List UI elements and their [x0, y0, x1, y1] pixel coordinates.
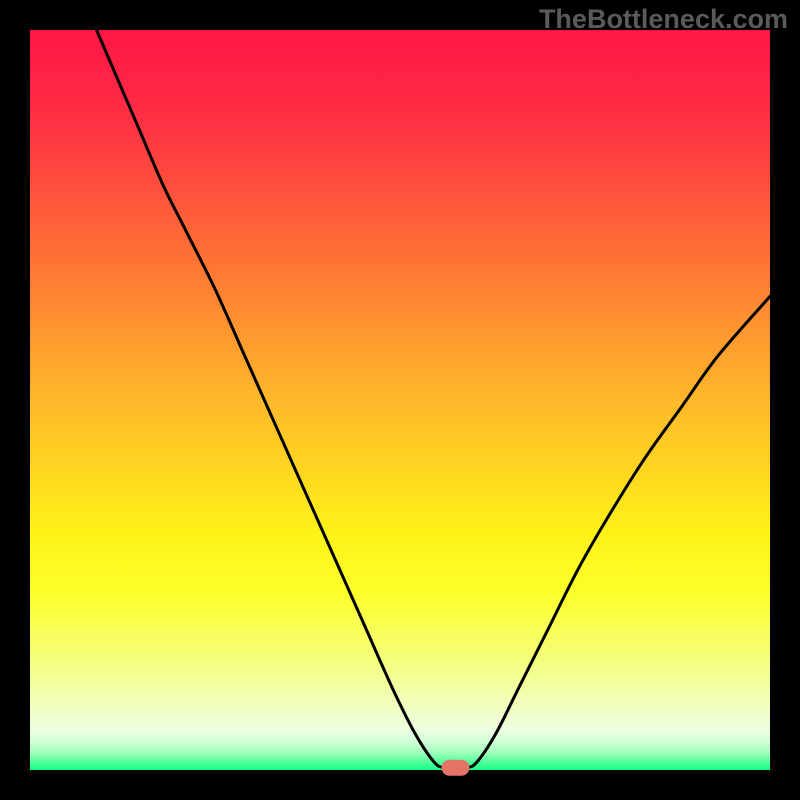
plot-area	[30, 30, 770, 770]
optimal-marker	[442, 760, 470, 776]
chart-svg	[0, 0, 800, 800]
bottleneck-chart: TheBottleneck.com	[0, 0, 800, 800]
